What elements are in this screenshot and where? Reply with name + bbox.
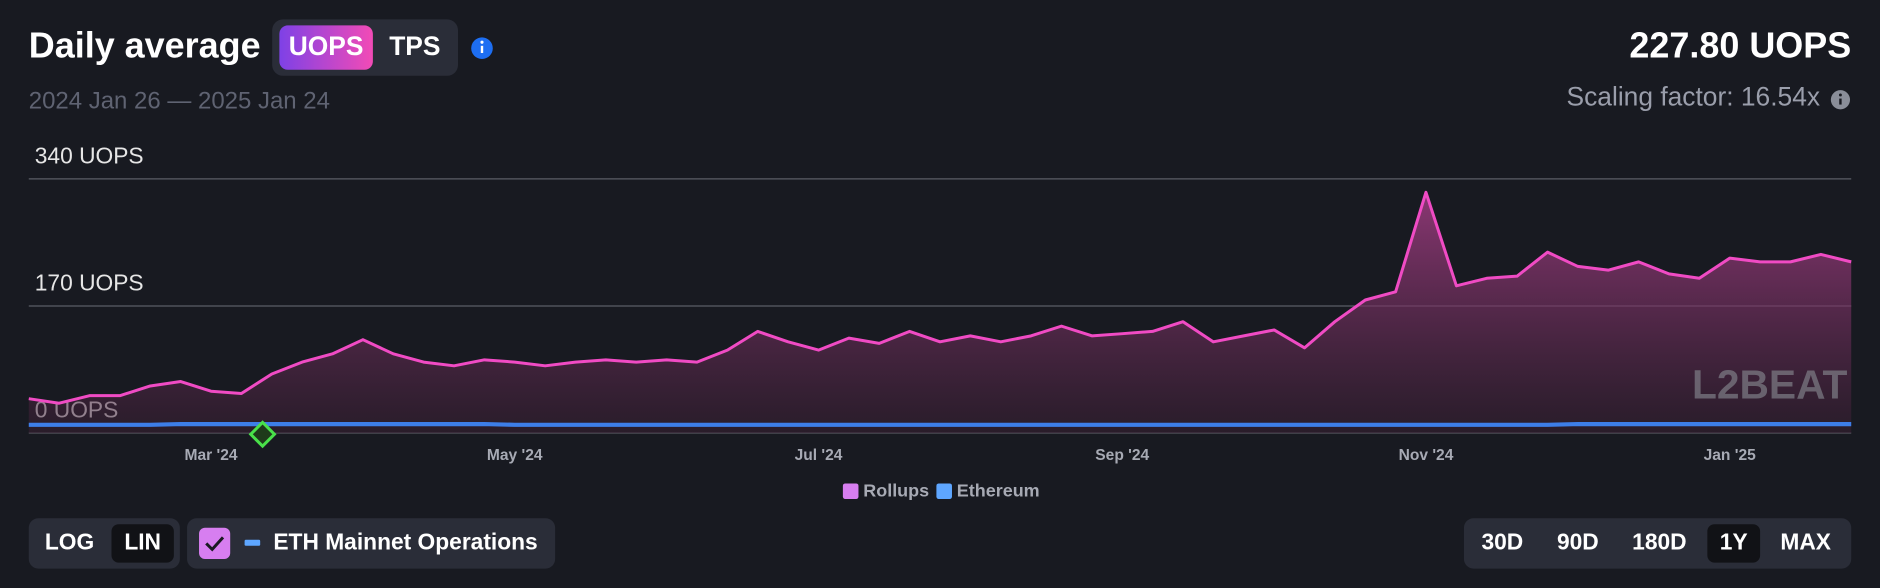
- x-tick-label: Jan '25: [1704, 447, 1757, 464]
- legend: Rollups Ethereum: [842, 481, 1040, 501]
- title: Daily average: [29, 25, 261, 66]
- legend-swatch: [842, 483, 859, 500]
- legend-label: Ethereum: [957, 481, 1040, 501]
- headline: 227.80 UOPS: [1629, 25, 1851, 66]
- scale-active: [111, 524, 174, 563]
- area: [28, 192, 1852, 434]
- metric-active: [279, 25, 373, 70]
- y-tick-label: 340 UOPS: [35, 142, 144, 168]
- legend-swatch: [936, 483, 952, 500]
- info-glyph: [480, 45, 484, 54]
- check-mark: [205, 536, 225, 552]
- eth-swatch: [244, 539, 261, 546]
- y-tick-label: 170 UOPS: [35, 269, 144, 295]
- eth-toggle-label: ETH Mainnet Operations: [273, 528, 537, 554]
- x-tick-label: Jul '24: [795, 447, 843, 464]
- event-marker: [248, 420, 277, 449]
- range-option[interactable]: 1Y: [1720, 528, 1748, 554]
- x-tick-label: Mar '24: [184, 447, 237, 464]
- range-option[interactable]: 90D: [1557, 528, 1599, 554]
- x-tick-label: Sep '24: [1095, 447, 1149, 464]
- metric-option[interactable]: TPS: [389, 31, 440, 61]
- scaling-factor: Scaling factor: 16.54x: [1567, 82, 1821, 112]
- info-glyph: [1839, 98, 1842, 105]
- ranges: 30D 90D 180D 1Y MAX: [1481, 528, 1831, 554]
- line: [28, 421, 1852, 427]
- range-option[interactable]: 30D: [1481, 528, 1523, 554]
- x-tick-label: May '24: [487, 447, 543, 464]
- legend-label: Rollups: [863, 481, 929, 501]
- line: [28, 190, 1852, 405]
- scale-option[interactable]: LIN: [124, 528, 161, 554]
- range-option[interactable]: MAX: [1780, 528, 1831, 554]
- info-glyph: [480, 40, 484, 44]
- info-glyph: [1838, 93, 1842, 97]
- scale-option[interactable]: LOG: [45, 528, 94, 554]
- watermark: L2BEAT: [1692, 361, 1848, 407]
- range-option[interactable]: 180D: [1632, 528, 1686, 554]
- subtitle: 2024 Jan 26 — 2025 Jan 24: [29, 87, 330, 114]
- eth-toggle[interactable]: [187, 518, 556, 569]
- range-active: [1707, 524, 1761, 563]
- checkbox[interactable]: [199, 527, 231, 559]
- metric-option[interactable]: UOPS: [289, 31, 364, 61]
- x-tick-label: Nov '24: [1399, 447, 1454, 464]
